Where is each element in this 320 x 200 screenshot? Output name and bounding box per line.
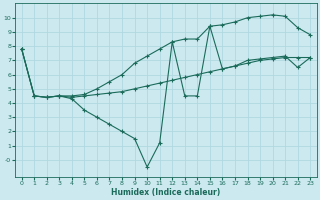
X-axis label: Humidex (Indice chaleur): Humidex (Indice chaleur)	[111, 188, 220, 197]
